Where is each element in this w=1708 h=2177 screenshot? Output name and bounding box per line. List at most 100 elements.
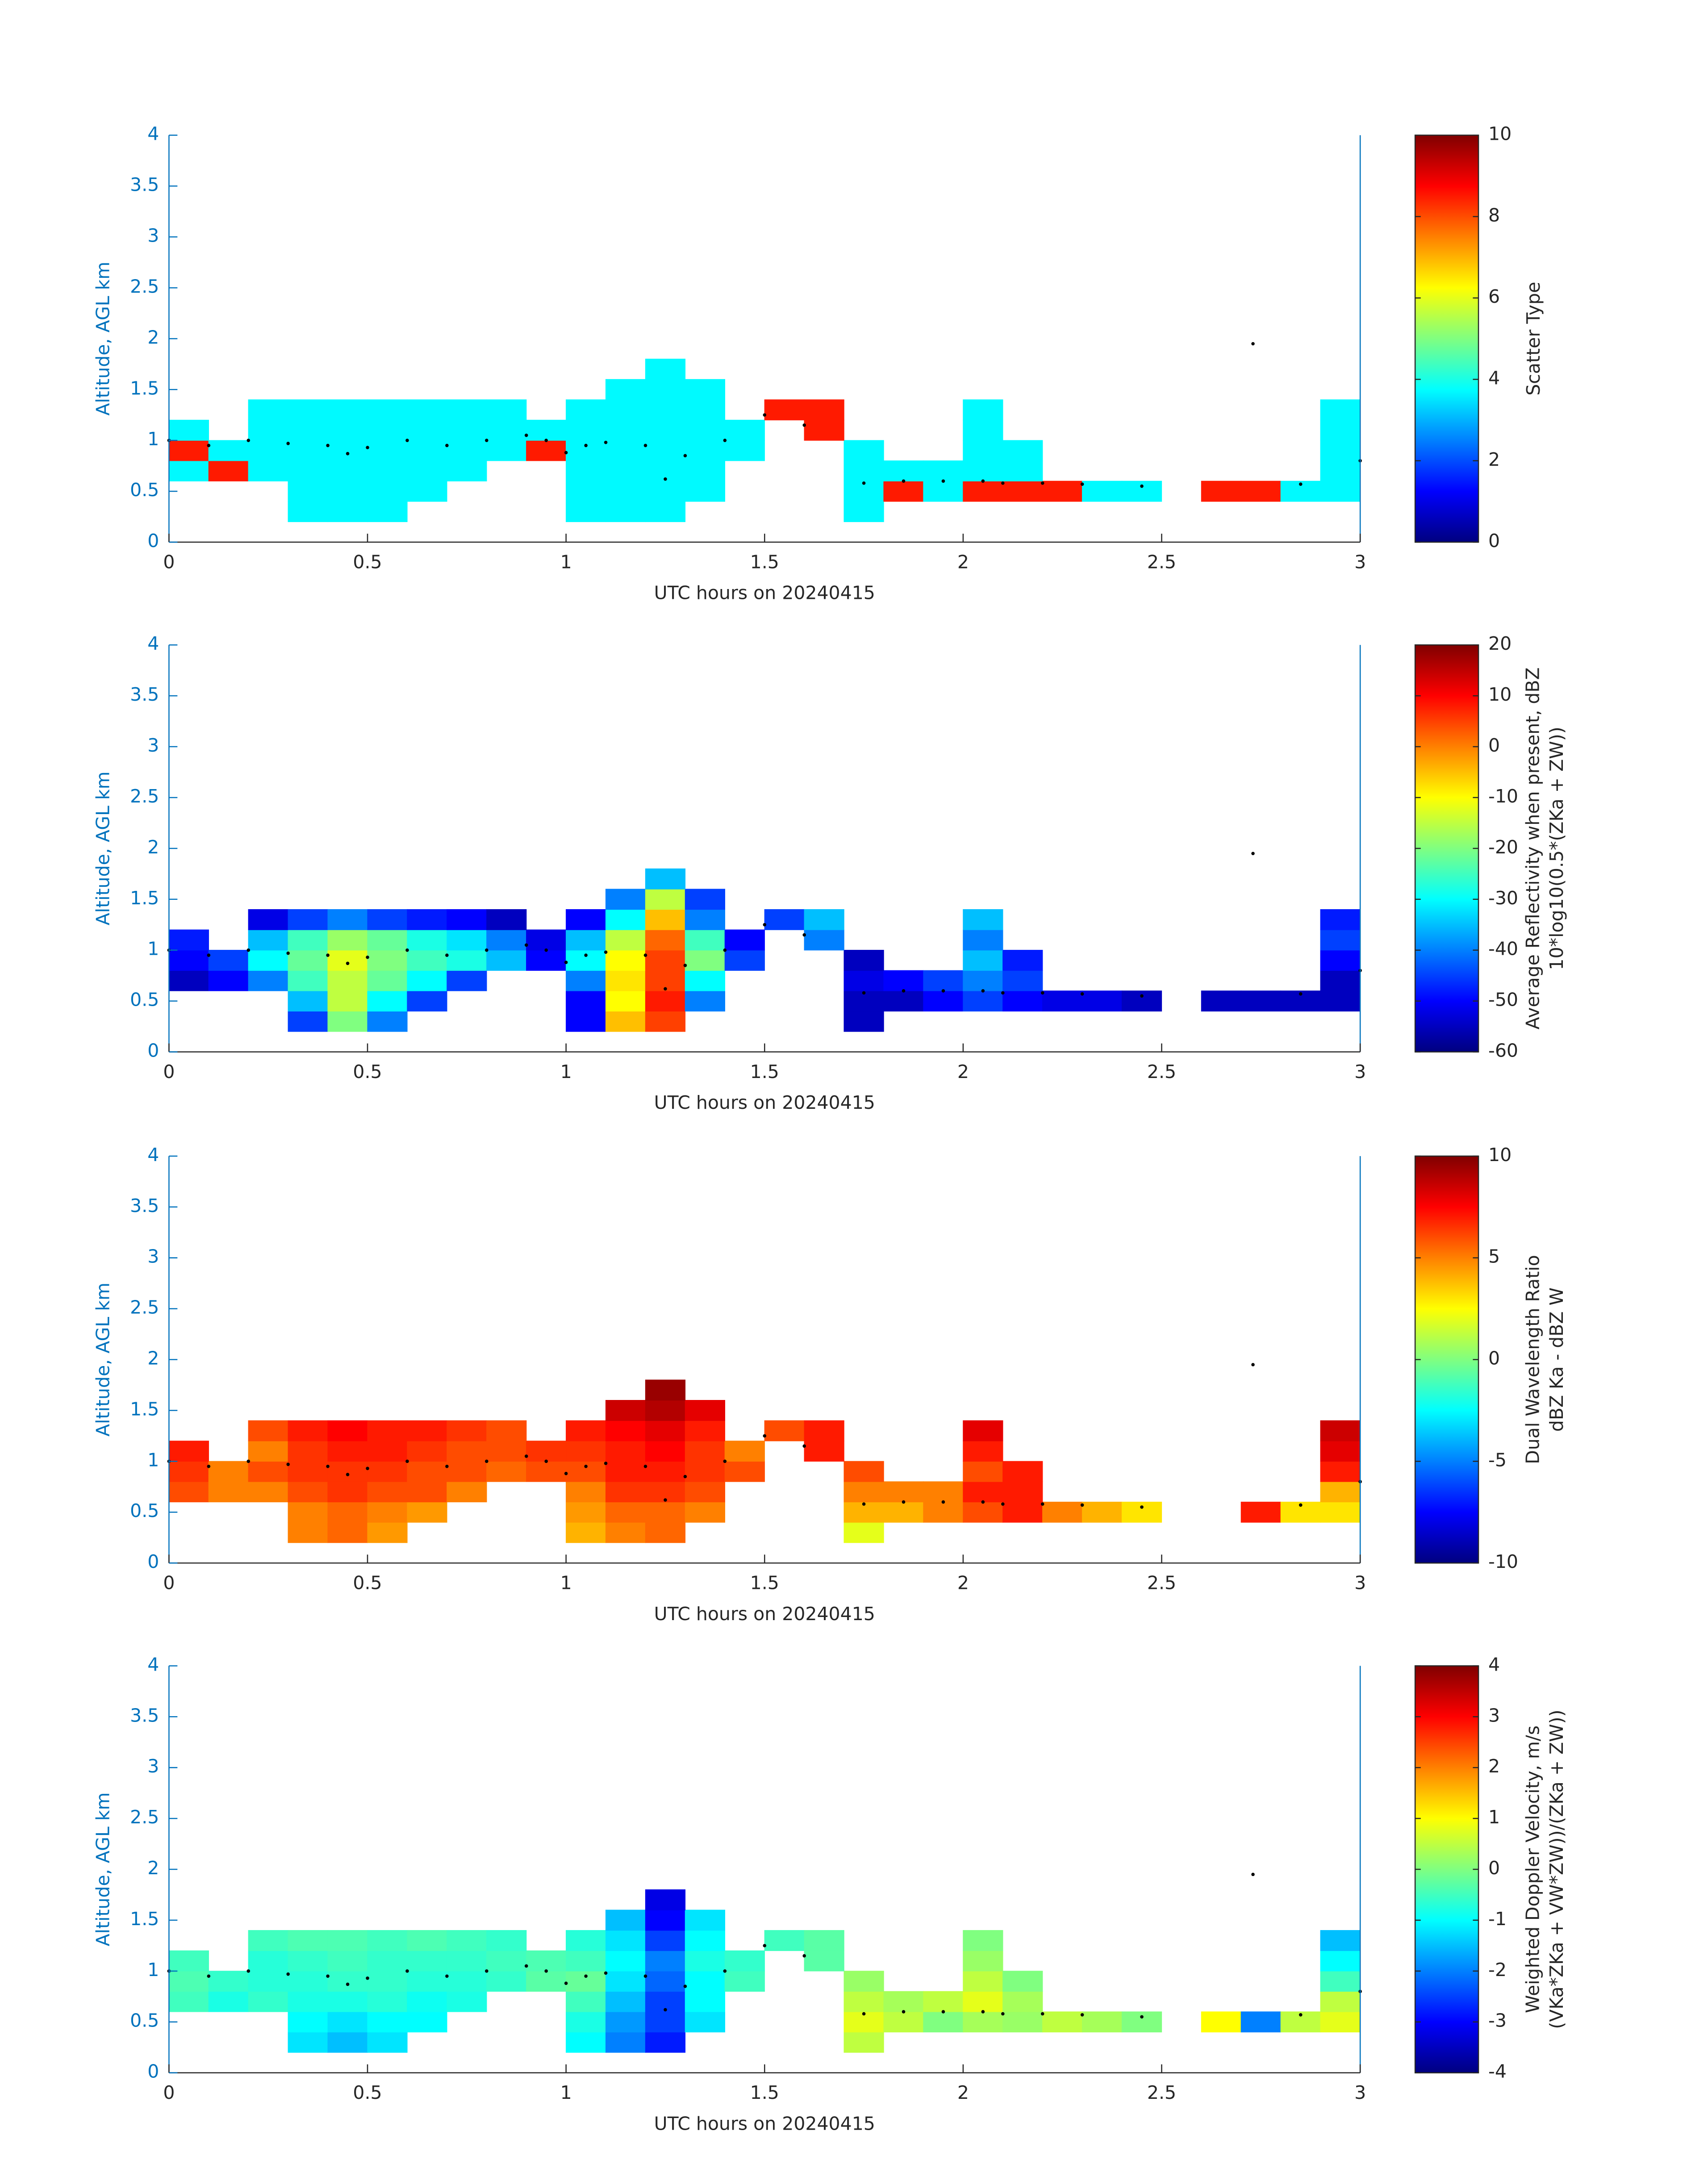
heatmap-cell (327, 2011, 368, 2033)
y-tick-label: 2 (147, 1348, 159, 1369)
y-tick-label: 3 (147, 735, 159, 756)
marker-dot (524, 1454, 528, 1458)
marker-dot (207, 1974, 211, 1978)
marker-dot (544, 1969, 548, 1973)
heatmap-cell (963, 1461, 1003, 1482)
marker-dot (366, 1976, 369, 1980)
heatmap-cell (1320, 929, 1361, 951)
marker-dot (643, 443, 647, 447)
heatmap-cell (248, 970, 288, 991)
marker-dot (1299, 482, 1303, 486)
y-tick-label: 4 (147, 1654, 159, 1675)
marker-dot (584, 1974, 588, 1978)
heatmap-cell (407, 1991, 447, 2012)
heatmap-cell (1320, 1991, 1361, 2012)
y-tick-label: 1.5 (130, 887, 159, 909)
y-tick-label: 1.5 (130, 1398, 159, 1420)
heatmap-cell (645, 1461, 686, 1482)
y-tick-label: 3.5 (130, 1195, 159, 1216)
colorbar-tick-label: 4 (1488, 367, 1500, 389)
heatmap-cell (1320, 1481, 1361, 1503)
heatmap-cell (844, 1991, 884, 2012)
heatmap-cell (883, 1991, 924, 2012)
heatmap-cell (566, 2031, 606, 2053)
heatmap-cell (447, 1461, 487, 1482)
heatmap-cell (804, 1441, 844, 1462)
x-tick-label: 1 (560, 551, 572, 572)
heatmap-cell (724, 440, 765, 461)
heatmap-cell (248, 1930, 288, 1951)
x-tick-label: 2.5 (1147, 1061, 1176, 1082)
heatmap-cell (645, 1420, 686, 1442)
heatmap-cell (526, 929, 567, 951)
heatmap-cell (367, 419, 408, 441)
y-tick-label: 3 (147, 225, 159, 247)
x-axis-label: UTC hours on 20240415 (654, 2113, 875, 2134)
heatmap-cell (1002, 1971, 1043, 1992)
heatmap-cell (447, 460, 487, 481)
heatmap-cell (367, 1501, 408, 1523)
marker-dot (643, 953, 647, 957)
heatmap-cell (645, 359, 686, 380)
marker-dot (445, 1974, 449, 1978)
marker-dot (524, 943, 528, 947)
colorbar-tick-label: -2 (1488, 1959, 1507, 1981)
colorbar-tick-label: -10 (1488, 1551, 1518, 1572)
heatmap-cell (407, 1420, 447, 1442)
marker-dot (1080, 2013, 1084, 2017)
marker-dot (941, 989, 945, 993)
heatmap-cell (844, 950, 884, 971)
heatmap-cell (407, 1930, 447, 1951)
heatmap-cell (486, 1420, 527, 1442)
y-tick-label: 2.5 (130, 1806, 159, 1828)
heatmap-cell (844, 970, 884, 991)
heatmap-cell (566, 501, 606, 522)
heatmap-cell (645, 1950, 686, 1972)
heatmap-cell (566, 1501, 606, 1523)
marker-dot (683, 1475, 687, 1479)
heatmap-cell (963, 1971, 1003, 1992)
colorbar-tick-label: -4 (1488, 2061, 1507, 2082)
heatmap-cell (367, 1950, 408, 1972)
x-tick-label: 2 (957, 551, 969, 572)
heatmap-cell (645, 2031, 686, 2053)
marker-dot (445, 443, 449, 447)
marker-dot (246, 1969, 251, 1973)
x-tick-label: 0.5 (353, 1572, 382, 1593)
heatmap-cell (1320, 419, 1361, 441)
x-tick-label: 0 (163, 1572, 175, 1593)
heatmap-cell (1320, 1501, 1361, 1523)
marker-dot (1040, 2012, 1044, 2016)
marker-dot (544, 1459, 548, 1463)
colorbar-tick-label: 20 (1488, 633, 1512, 654)
heatmap-cell (526, 1950, 567, 1972)
heatmap-cell (367, 1441, 408, 1462)
colorbar-tick-label: 0 (1488, 735, 1500, 756)
marker-dot (445, 1464, 449, 1468)
heatmap-cell (486, 399, 527, 421)
y-tick-label: 4 (147, 633, 159, 654)
heatmap-cell (248, 419, 288, 441)
heatmap-cell (407, 460, 447, 481)
heatmap-cell (407, 990, 447, 1012)
y-tick-label: 3.5 (130, 174, 159, 196)
marker-dot (584, 1464, 588, 1468)
heatmap-cell (566, 1930, 606, 1951)
heatmap-cell (645, 481, 686, 502)
heatmap-cell (327, 929, 368, 951)
heatmap-cell (447, 1420, 487, 1442)
heatmap-cell (327, 2031, 368, 2053)
heatmap-cell (288, 1011, 328, 1032)
heatmap-cell (208, 460, 249, 481)
marker-dot (664, 477, 667, 481)
marker-dot (763, 923, 767, 927)
heatmap-cell (645, 1441, 686, 1462)
heatmap-cell (447, 1950, 487, 1972)
heatmap-cell (605, 970, 646, 991)
heatmap-cell (288, 929, 328, 951)
y-tick-label: 2 (147, 836, 159, 858)
heatmap-cell (963, 2011, 1003, 2033)
marker-dot (1040, 991, 1044, 995)
heatmap-cell (645, 909, 686, 930)
heatmap-cell (724, 1441, 765, 1462)
